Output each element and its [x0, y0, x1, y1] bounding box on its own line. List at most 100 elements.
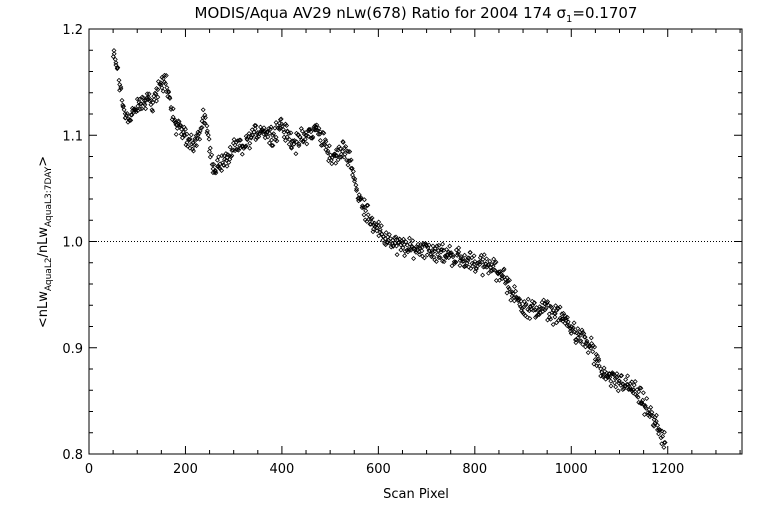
data-point	[184, 140, 190, 145]
data-point	[505, 284, 511, 290]
data-point	[239, 151, 245, 157]
x-axis-tick-labels: 0 200 400 600 800 1000 1200	[85, 462, 684, 477]
data-point	[661, 444, 667, 450]
data-point	[207, 145, 213, 151]
data-point	[583, 344, 588, 350]
data-points	[110, 48, 668, 450]
data-point	[143, 106, 149, 112]
data-point	[228, 154, 234, 160]
data-point	[511, 298, 517, 304]
data-point	[163, 81, 168, 87]
data-point	[279, 123, 285, 129]
data-point	[390, 237, 396, 243]
data-point	[155, 94, 161, 100]
data-point	[442, 253, 448, 259]
data-point	[487, 258, 493, 264]
data-point	[620, 387, 626, 392]
data-point	[144, 95, 150, 101]
data-point	[191, 148, 196, 154]
data-point	[460, 256, 466, 262]
data-point	[533, 314, 538, 320]
data-point	[343, 144, 349, 149]
data-point	[456, 249, 462, 255]
data-point	[427, 248, 433, 254]
data-point	[655, 427, 660, 433]
data-point	[341, 154, 347, 160]
data-point	[299, 128, 305, 134]
data-point	[394, 252, 400, 258]
data-point	[142, 102, 148, 108]
data-point	[577, 332, 583, 338]
y-tick-label: 1.0	[62, 236, 83, 251]
y-axis-ticks	[89, 28, 742, 455]
data-point	[400, 245, 406, 251]
data-point	[352, 176, 358, 182]
data-point	[638, 385, 644, 391]
data-point	[126, 117, 132, 123]
data-point	[149, 107, 155, 113]
data-point	[375, 223, 381, 228]
data-point	[345, 162, 351, 168]
x-axis-ticks	[88, 29, 741, 454]
data-point	[444, 247, 449, 252]
data-point	[650, 413, 656, 419]
data-point	[227, 144, 233, 150]
sigma-symbol: σ	[557, 4, 567, 22]
data-point	[637, 385, 643, 391]
data-point	[417, 252, 422, 257]
data-point	[356, 192, 362, 198]
data-point	[348, 165, 354, 171]
data-point	[184, 131, 190, 137]
data-point	[580, 341, 586, 347]
data-point	[146, 95, 152, 100]
data-point	[137, 96, 142, 102]
data-point	[542, 301, 548, 307]
data-point	[210, 166, 216, 172]
chart-title-main: MODIS/Aqua AV29 nLw(678) Ratio for 2004 …	[195, 4, 552, 22]
data-point	[116, 77, 122, 83]
data-point	[411, 256, 417, 261]
data-point	[347, 158, 353, 164]
data-point	[286, 141, 292, 147]
data-point	[264, 129, 270, 135]
data-point	[147, 98, 153, 104]
data-point	[323, 139, 329, 144]
data-point	[652, 420, 658, 426]
data-point	[501, 266, 507, 272]
sigma-value: =0.1707	[572, 4, 637, 22]
data-point	[132, 107, 138, 113]
data-point	[221, 162, 227, 168]
data-point	[286, 130, 292, 136]
y-axis-label-close: >	[36, 156, 51, 167]
data-point	[519, 305, 525, 311]
data-point	[345, 149, 351, 154]
data-point	[231, 137, 237, 142]
y-axis-label-open: <nLw	[36, 291, 51, 328]
data-point	[509, 289, 515, 295]
data-point	[199, 125, 205, 130]
data-point	[426, 242, 432, 248]
data-point	[168, 104, 174, 110]
y-tick-label: 1.1	[62, 129, 83, 144]
data-point	[642, 412, 647, 417]
data-point	[322, 137, 328, 143]
data-point	[265, 129, 270, 135]
data-point	[305, 133, 311, 139]
data-point	[111, 48, 117, 53]
data-point	[238, 137, 243, 143]
data-point	[173, 122, 179, 128]
data-point	[256, 134, 262, 140]
data-point	[308, 129, 314, 135]
data-point	[290, 138, 296, 144]
data-point	[561, 310, 566, 316]
data-point	[188, 132, 194, 138]
data-point	[554, 320, 559, 326]
data-point	[340, 148, 346, 154]
data-point	[491, 256, 497, 262]
data-point	[433, 259, 439, 264]
data-point	[365, 212, 371, 218]
data-point	[573, 340, 579, 346]
data-point	[559, 311, 565, 317]
data-point	[310, 134, 316, 140]
x-tick-label: 600	[366, 462, 391, 477]
